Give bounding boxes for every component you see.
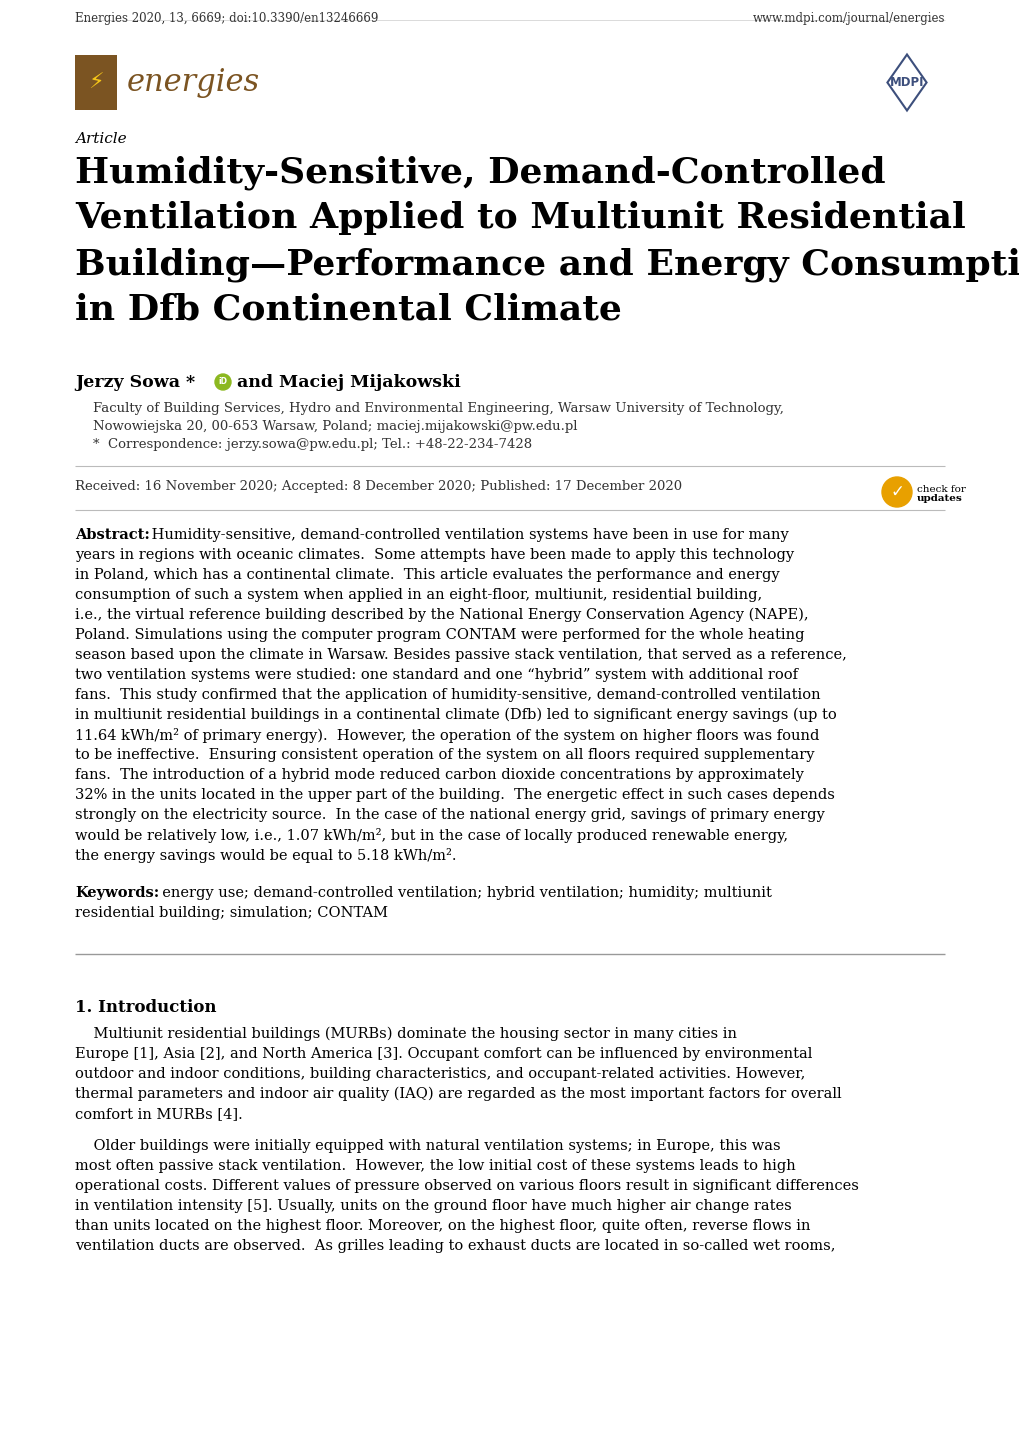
Text: Received: 16 November 2020; Accepted: 8 December 2020; Published: 17 December 20: Received: 16 November 2020; Accepted: 8 …	[75, 480, 682, 493]
Bar	[75, 55, 117, 110]
Text: www.mdpi.com/journal/energies: www.mdpi.com/journal/energies	[752, 12, 944, 25]
Text: Nowowiejska 20, 00-653 Warsaw, Poland; maciej.mijakowski@pw.edu.pl: Nowowiejska 20, 00-653 Warsaw, Poland; m…	[93, 420, 577, 433]
Text: to be ineffective.  Ensuring consistent operation of the system on all floors re: to be ineffective. Ensuring consistent o…	[75, 748, 814, 761]
Text: energies: energies	[127, 66, 260, 98]
Text: Humidity-sensitive, demand-controlled ventilation systems have been in use for m: Humidity-sensitive, demand-controlled ve…	[147, 528, 788, 542]
Text: outdoor and indoor conditions, building characteristics, and occupant-related ac: outdoor and indoor conditions, building …	[75, 1067, 805, 1082]
Text: i.e., the virtual reference building described by the National Energy Conservati: i.e., the virtual reference building des…	[75, 609, 808, 623]
Text: operational costs. Different values of pressure observed on various floors resul: operational costs. Different values of p…	[75, 1180, 858, 1193]
Polygon shape	[887, 55, 925, 111]
Text: Article: Article	[75, 133, 126, 146]
Text: Older buildings were initially equipped with natural ventilation systems; in Eur: Older buildings were initially equipped …	[75, 1139, 780, 1154]
Text: thermal parameters and indoor air quality (IAQ) are regarded as the most importa: thermal parameters and indoor air qualit…	[75, 1087, 841, 1102]
Text: than units located on the highest floor. Moreover, on the highest floor, quite o: than units located on the highest floor.…	[75, 1218, 810, 1233]
Text: ventilation ducts are observed.  As grilles leading to exhaust ducts are located: ventilation ducts are observed. As grill…	[75, 1239, 835, 1253]
Circle shape	[215, 373, 230, 389]
Text: consumption of such a system when applied in an eight-floor, multiunit, resident: consumption of such a system when applie…	[75, 588, 761, 601]
Text: Energies 2020, 13, 6669; doi:10.3390/en13246669: Energies 2020, 13, 6669; doi:10.3390/en1…	[75, 12, 378, 25]
Text: Humidity-Sensitive, Demand-Controlled: Humidity-Sensitive, Demand-Controlled	[75, 154, 884, 189]
Text: in Dfb Continental Climate: in Dfb Continental Climate	[75, 293, 622, 327]
Text: in Poland, which has a continental climate.  This article evaluates the performa: in Poland, which has a continental clima…	[75, 568, 779, 583]
Text: Jerzy Sowa *: Jerzy Sowa *	[75, 373, 201, 391]
Text: would be relatively low, i.e., 1.07 kWh/m², but in the case of locally produced : would be relatively low, i.e., 1.07 kWh/…	[75, 828, 788, 844]
Text: Ventilation Applied to Multiunit Residential: Ventilation Applied to Multiunit Residen…	[75, 200, 965, 235]
Text: *  Correspondence: jerzy.sowa@pw.edu.pl; Tel.: +48-22-234-7428: * Correspondence: jerzy.sowa@pw.edu.pl; …	[93, 438, 532, 451]
Text: ⚡: ⚡	[88, 72, 104, 92]
Text: two ventilation systems were studied: one standard and one “hybrid” system with : two ventilation systems were studied: on…	[75, 668, 797, 682]
Text: comfort in MURBs [4].: comfort in MURBs [4].	[75, 1107, 243, 1120]
Text: Multiunit residential buildings (MURBs) dominate the housing sector in many citi: Multiunit residential buildings (MURBs) …	[75, 1027, 737, 1041]
Text: 1. Introduction: 1. Introduction	[75, 999, 216, 1017]
Text: 11.64 kWh/m² of primary energy).  However, the operation of the system on higher: 11.64 kWh/m² of primary energy). However…	[75, 728, 818, 743]
Text: residential building; simulation; CONTAM: residential building; simulation; CONTAM	[75, 906, 387, 920]
Text: season based upon the climate in Warsaw. Besides passive stack ventilation, that: season based upon the climate in Warsaw.…	[75, 647, 846, 662]
Text: MDPI: MDPI	[889, 76, 923, 89]
Circle shape	[881, 477, 911, 508]
Text: and Maciej Mijakowski: and Maciej Mijakowski	[236, 373, 461, 391]
Text: Europe [1], Asia [2], and North America [3]. Occupant comfort can be influenced : Europe [1], Asia [2], and North America …	[75, 1047, 811, 1061]
Text: the energy savings would be equal to 5.18 kWh/m².: the energy savings would be equal to 5.1…	[75, 848, 457, 862]
Text: fans.  This study confirmed that the application of humidity-sensitive, demand-c: fans. This study confirmed that the appl…	[75, 688, 820, 702]
Text: Faculty of Building Services, Hydro and Environmental Engineering, Warsaw Univer: Faculty of Building Services, Hydro and …	[93, 402, 784, 415]
Text: ✓: ✓	[890, 483, 903, 500]
Text: Keywords:: Keywords:	[75, 885, 159, 900]
Text: check for: check for	[916, 485, 965, 495]
Text: iD: iD	[218, 378, 227, 386]
Text: Abstract:: Abstract:	[75, 528, 150, 542]
Text: Building—Performance and Energy Consumption: Building—Performance and Energy Consumpt…	[75, 247, 1019, 281]
Text: fans.  The introduction of a hybrid mode reduced carbon dioxide concentrations b: fans. The introduction of a hybrid mode …	[75, 769, 803, 782]
Text: most often passive stack ventilation.  However, the low initial cost of these sy: most often passive stack ventilation. Ho…	[75, 1159, 795, 1172]
Text: in multiunit residential buildings in a continental climate (Dfb) led to signifi: in multiunit residential buildings in a …	[75, 708, 836, 722]
Text: 32% in the units located in the upper part of the building.  The energetic effec: 32% in the units located in the upper pa…	[75, 787, 835, 802]
Text: in ventilation intensity [5]. Usually, units on the ground floor have much highe: in ventilation intensity [5]. Usually, u…	[75, 1198, 791, 1213]
Text: years in regions with oceanic climates.  Some attempts have been made to apply t: years in regions with oceanic climates. …	[75, 548, 794, 562]
Text: Poland. Simulations using the computer program CONTAM were performed for the who: Poland. Simulations using the computer p…	[75, 629, 804, 642]
Text: energy use; demand-controlled ventilation; hybrid ventilation; humidity; multiun: energy use; demand-controlled ventilatio…	[153, 885, 771, 900]
Text: updates: updates	[916, 495, 962, 503]
Text: strongly on the electricity source.  In the case of the national energy grid, sa: strongly on the electricity source. In t…	[75, 808, 824, 822]
